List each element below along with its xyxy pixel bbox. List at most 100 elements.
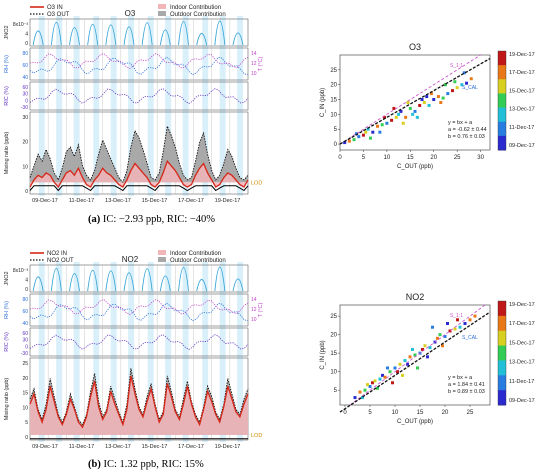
no2-timeseries-daytime-band [110, 262, 117, 442]
o3-scatter-data-point [397, 112, 401, 116]
o3-scatter-data-point [446, 92, 450, 96]
o3-timeseries-right-ytick: 14 [251, 51, 257, 57]
o3-timeseries-lod-curve [29, 185, 249, 192]
o3-timeseries-daytime-band [56, 16, 63, 196]
o3-scatter-data-point [406, 101, 410, 104]
o3-timeseries-temperature-line [29, 53, 249, 69]
o3-timeseries-jno2-peak [123, 26, 135, 46]
no2-scatter-ytick-label: 15 [330, 351, 337, 357]
no2-scatter-colorbar-segment [498, 330, 506, 347]
no2-timeseries-right-ytick: 12 [251, 307, 257, 313]
o3-scatter-xtick-label: 5 [362, 155, 366, 161]
o3-timeseries-ytick: 0 [25, 189, 28, 195]
o3-scatter-data-point [453, 80, 457, 84]
o3-timeseries-jno2-peak [178, 21, 189, 46]
no2-scatter-data-point [368, 384, 372, 388]
no2-timeseries-ytick: 4 [25, 278, 28, 284]
no2-scatter-data-point [456, 318, 459, 322]
o3-timeseries-daytime-band [219, 16, 226, 196]
no2-scatter-ytick-label: 25 [330, 314, 337, 320]
o3-timeseries-jno2-peak [50, 22, 62, 46]
o3-timeseries-ylabel: RH (%) [4, 55, 10, 73]
no2-timeseries-ylabel: JNO2 [4, 271, 10, 285]
no2-timeseries-title: NO2 [122, 255, 139, 264]
no2-timeseries-daytime-band [165, 262, 172, 442]
o3-scatter-fit-text: b = 0.76 ± 0.03 [448, 134, 485, 140]
o3-scatter-data-point [385, 121, 389, 125]
no2-scatter-ylabel: C_IN (ppb) [320, 340, 326, 369]
no2-timeseries-ytick: 80 [22, 297, 28, 303]
no2-timeseries-jno2-peak [232, 278, 244, 292]
no2-timeseries-xtick-label: 13-Dec-17 [105, 444, 131, 450]
o3-timeseries-jno2-peak [196, 33, 208, 46]
o3-scatter-data-point [401, 121, 405, 125]
o3-scatter-data-point [411, 112, 415, 116]
o3-timeseries-daytime-band [165, 16, 172, 196]
o3-scatter-colorbar-label: 11-Dec-17 [509, 125, 534, 131]
no2-scatter-data-point [468, 318, 472, 322]
no2-scatter-data-point [403, 359, 407, 363]
no2-scatter-xlabel: C_OUT (ppb) [397, 419, 433, 425]
no2-scatter-colorbar-segment [498, 360, 506, 376]
o3-scatter-data-point [390, 118, 394, 122]
no2-timeseries-daytime-band [56, 262, 63, 442]
no2-timeseries-jno2-peak [178, 267, 189, 292]
o3-scatter-xtick-label: 15 [407, 155, 414, 161]
o3-scatter-data-point [451, 89, 454, 93]
o3-timeseries-ytick: 30 [22, 92, 28, 98]
no2-timeseries-ylabel: RH (%) [4, 301, 10, 319]
o3-scatter-colorbar-label: 17-Dec-17 [509, 70, 535, 76]
no2-scatter-data-point [371, 381, 374, 385]
o3-scatter-ytick-label: 15 [330, 98, 337, 104]
o3-timeseries-right-ylabel: T (°C) [258, 57, 264, 72]
no2-timeseries-ytick: 25 [22, 361, 28, 367]
no2-timeseries-ytick: 0 [25, 344, 28, 350]
o3-timeseries-ytick: 4 [25, 32, 28, 38]
no2-timeseries-legend-outdoor-label: Outdoor Contribution [170, 258, 226, 264]
o3-timeseries-daytime-band [237, 16, 244, 196]
o3-timeseries-legend-out-label: O3 OUT [47, 12, 70, 18]
no2-timeseries-jno2-peak [69, 273, 80, 292]
o3-scatter-data-point [408, 106, 412, 110]
o3-timeseries-ylabel: RIC (%) [4, 86, 10, 106]
no2-scatter-colorbar-segment [498, 375, 506, 391]
o3-timeseries-rh-line [29, 56, 249, 76]
no2-timeseries-xtick-label: 11-Dec-17 [69, 444, 94, 450]
o3-scatter-data-point [413, 109, 417, 113]
o3-timeseries-ytick: 8x10⁻³ [13, 22, 28, 28]
no2-scatter-data-point [408, 355, 412, 359]
no2-scatter-colorbar-segment [498, 345, 506, 361]
no2-timeseries-ytick: 10 [22, 405, 28, 411]
no2-timeseries-legend-in-label: NO2 IN [47, 251, 67, 257]
o3-scatter-colorbar-label: 19-Dec-17 [509, 52, 535, 58]
o3-scatter-ytick-label: 20 [330, 83, 337, 89]
no2-timeseries-jno2-peak [105, 270, 117, 292]
o3-scatter-xlabel: C_OUT (ppb) [397, 164, 433, 170]
no2-timeseries-jno2-peak [123, 272, 135, 292]
o3-scatter-colorbar-segment [498, 93, 506, 109]
o3-timeseries-ytick: 0 [25, 98, 28, 104]
no2-scatter-data-point [426, 355, 429, 359]
o3-scatter-data-point [425, 95, 429, 99]
o3-scatter-xtick-label: 30 [477, 155, 484, 161]
no2-timeseries-ytick: 20 [22, 376, 28, 382]
o3-scatter-data-point [432, 98, 436, 102]
no2-scatter-fit-text: y = bx + a [448, 375, 473, 381]
o3-timeseries-ytick: 80 [22, 51, 28, 57]
no2-scatter-ytick-label: 5 [334, 388, 338, 394]
o3-timeseries-jno2-peak [141, 22, 153, 46]
no2-scatter-xtick-label: 20 [442, 410, 449, 416]
no2-scatter-data-point [401, 373, 404, 377]
o3-scatter-data-point [415, 115, 419, 119]
o3-scatter-data-point [460, 83, 464, 87]
no2-timeseries-daytime-band [202, 262, 209, 442]
o3-timeseries-xtick-label: 15-Dec-17 [142, 198, 168, 204]
o3-timeseries-lod-label: LOD [251, 180, 262, 186]
no2-scatter-data-point [413, 353, 417, 357]
o3-timeseries-jno2-peak [105, 24, 117, 46]
no2-scatter-cal-label: S_CAL [462, 335, 478, 341]
o3-scatter-data-point [427, 103, 431, 107]
no2-timeseries-ytick: 8x10⁻³ [13, 268, 28, 274]
no2-scatter-data-point [376, 386, 379, 390]
